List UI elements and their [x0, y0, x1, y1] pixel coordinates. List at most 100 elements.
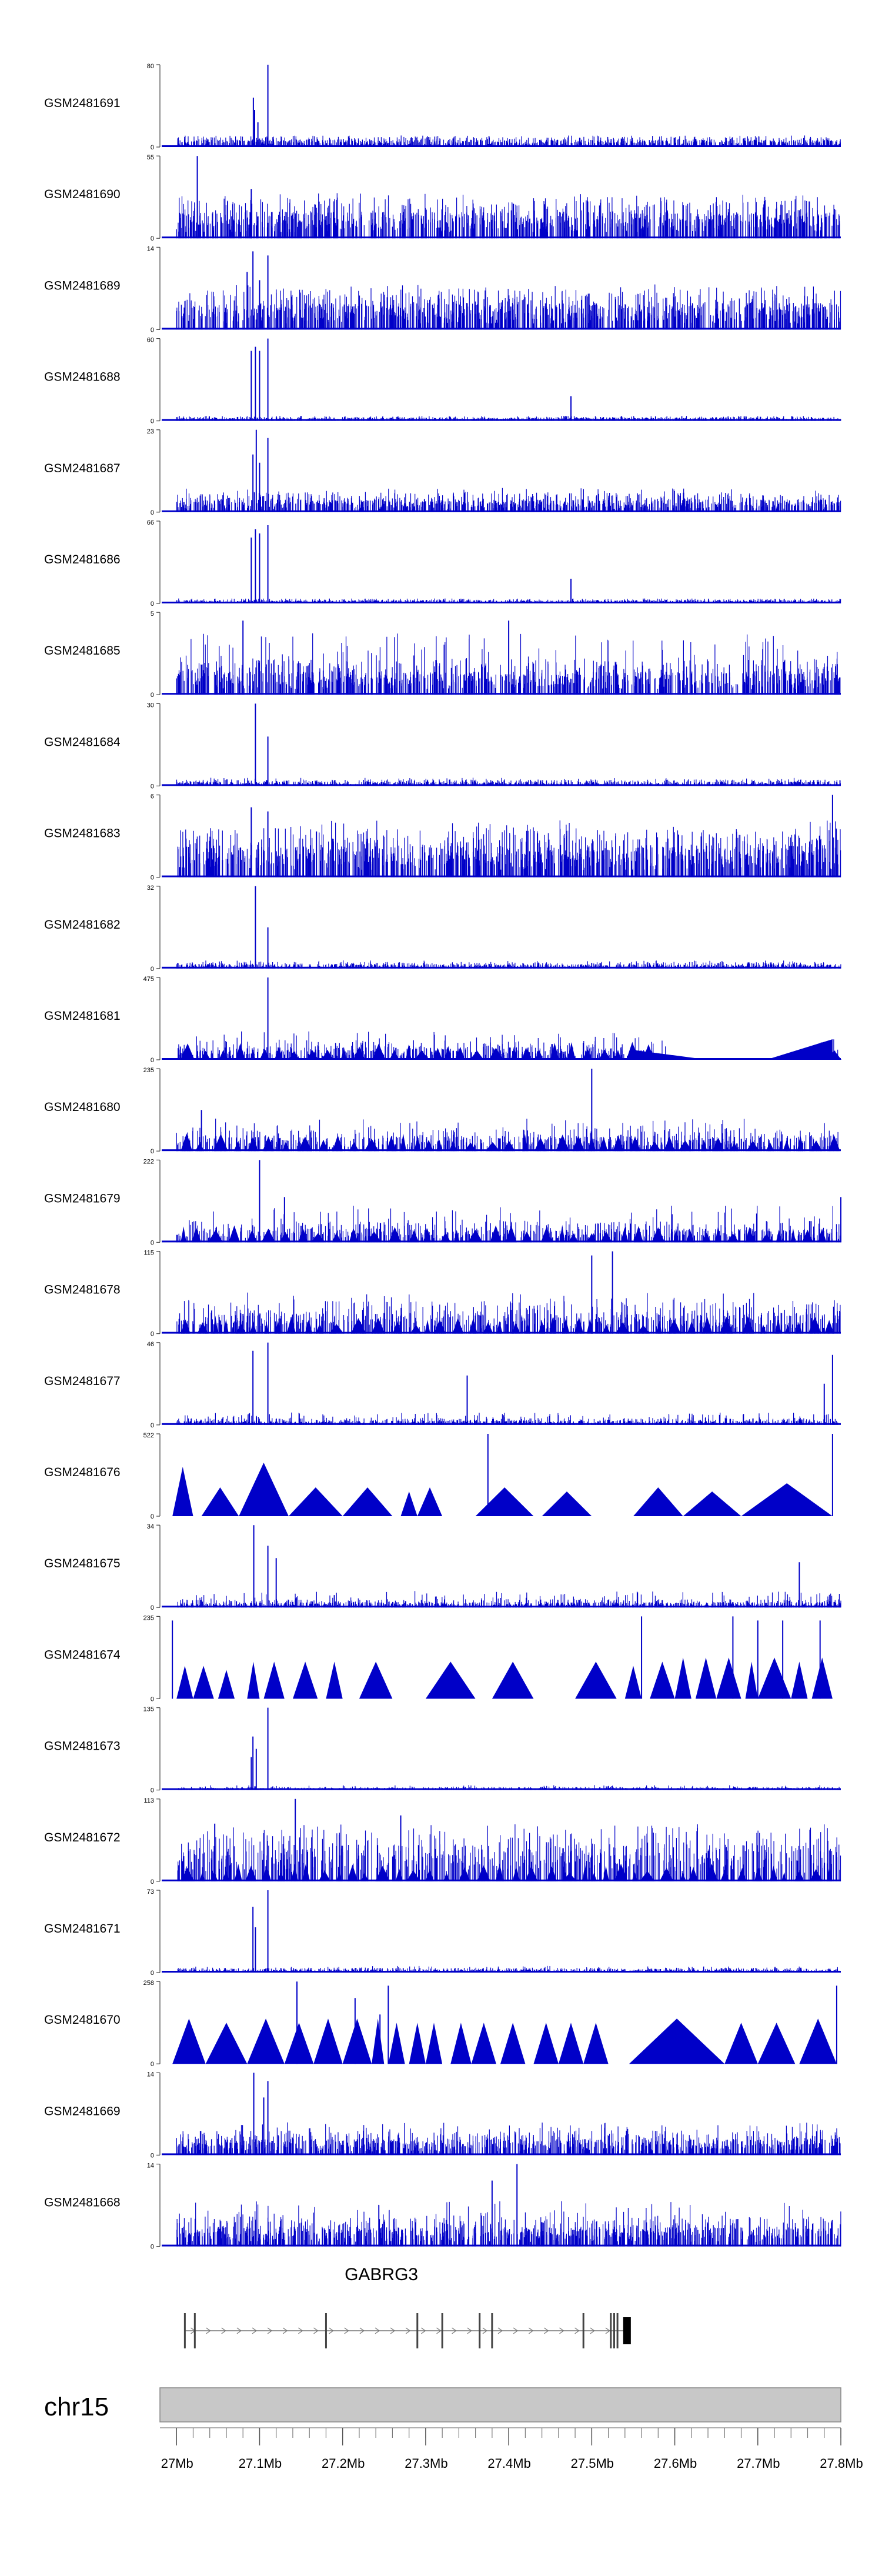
track-ymax-label: 46 [147, 1341, 154, 1348]
track-label: GSM2481674 [44, 1648, 121, 1661]
track-ymax-label: 135 [143, 1706, 154, 1713]
track-signal [177, 135, 841, 147]
track-ymin-label: 0 [151, 1057, 154, 1064]
track-signal [176, 633, 841, 695]
track-GSM2481681: GSM2481681 475 0 [44, 976, 841, 1064]
chromosome-label: chr15 [44, 2393, 109, 2421]
gene-exon [616, 2313, 619, 2348]
gene-exon [325, 2313, 327, 2348]
track-GSM2481689: GSM2481689 14 0 [44, 245, 841, 333]
track-ymin-label: 0 [151, 1422, 154, 1429]
track-ymax-label: 113 [143, 1797, 154, 1804]
track-ymin-label: 0 [151, 1239, 154, 1246]
track-ymin-label: 0 [151, 1331, 154, 1338]
track-ymin-label: 0 [151, 1696, 154, 1703]
track-baseline [162, 1971, 841, 1973]
track-GSM2481678: GSM2481678 115 0 [44, 1250, 841, 1338]
track-GSM2481674: GSM2481674 235 0 [44, 1614, 833, 1703]
track-ymax-label: 80 [147, 63, 154, 70]
track-ymin-label: 0 [151, 1787, 154, 1794]
gene-name: GABRG3 [345, 2265, 418, 2284]
x-tick-label: 27.2Mb [322, 2456, 365, 2471]
x-tick-label: 27.3Mb [405, 2456, 447, 2471]
track-ymax-label: 14 [147, 2071, 154, 2078]
track-ymax-label: 6 [151, 793, 154, 800]
chromosome-ideogram [159, 2387, 841, 2422]
track-label: GSM2481682 [44, 918, 121, 932]
track-GSM2481685: GSM2481685 5 0 [44, 610, 841, 699]
track-ymax-label: 14 [147, 2163, 154, 2170]
track-fill [181, 1133, 840, 1152]
track-GSM2481682: GSM2481682 32 0 [44, 885, 841, 973]
track-signal [176, 2201, 841, 2247]
track-ymax-label: 66 [147, 519, 154, 526]
track-signal [176, 2122, 841, 2155]
track-ymax-label: 475 [143, 976, 154, 983]
track-ymin-label: 0 [151, 692, 154, 699]
track-ymin-label: 0 [151, 600, 154, 608]
track-label: GSM2481672 [44, 1831, 121, 1844]
track-label: GSM2481677 [44, 1374, 121, 1388]
track-label: GSM2481680 [44, 1100, 121, 1114]
track-ymin-label: 0 [151, 1513, 154, 1520]
track-ymax-label: 258 [143, 1980, 154, 1987]
track-label: GSM2481688 [44, 371, 121, 384]
track-GSM2481679: GSM2481679 222 0 [44, 1158, 841, 1246]
coverage-tracks: GSM2481691800GSM2481690550GSM2481689140G… [44, 63, 841, 2251]
track-baseline [162, 2153, 841, 2155]
track-GSM2481677: GSM2481677 46 0 [44, 1341, 841, 1429]
track-ymax-label: 235 [143, 1614, 154, 1621]
track-signal [176, 1292, 841, 1334]
track-fill [172, 1463, 833, 1516]
track-GSM2481672: GSM2481672 113 0 [44, 1797, 841, 1886]
x-tick-label: 27.7Mb [737, 2456, 780, 2471]
track-label: GSM2481671 [44, 1922, 121, 1936]
track-ymin-label: 0 [151, 326, 154, 333]
track-ymin-label: 0 [151, 1148, 154, 1155]
track-signal [177, 820, 841, 877]
track-GSM2481691: GSM2481691 80 0 [44, 63, 841, 151]
track-ymin-label: 0 [151, 966, 154, 973]
gene-exon [441, 2313, 443, 2348]
gene-exon [491, 2313, 493, 2348]
x-tick-label: 27Mb [161, 2456, 193, 2471]
track-signal [176, 778, 841, 786]
x-tick-label: 27.4Mb [487, 2456, 530, 2471]
x-tick-label: 27.5Mb [571, 2456, 614, 2471]
gene-exon [416, 2313, 419, 2348]
track-ymax-label: 115 [143, 1250, 154, 1257]
track-baseline [162, 875, 841, 877]
track-fill [181, 1224, 827, 1243]
track-GSM2481676: GSM2481676 522 0 [44, 1432, 833, 1520]
track-label: GSM2481673 [44, 1740, 121, 1753]
track-signal [176, 193, 840, 239]
track-signal [176, 284, 841, 330]
track-label: GSM2481685 [44, 644, 121, 658]
track-label: GSM2481683 [44, 827, 121, 840]
track-signal [176, 598, 841, 603]
track-GSM2481680: GSM2481680 235 0 [44, 1067, 841, 1155]
x-tick-label: 27.1Mb [239, 2456, 282, 2471]
track-ymin-label: 0 [151, 1878, 154, 1886]
track-fill [181, 1039, 841, 1060]
gene-exon [582, 2313, 584, 2348]
track-label: GSM2481681 [44, 1009, 121, 1023]
track-ymin-label: 0 [151, 2152, 154, 2159]
track-GSM2481688: GSM2481688 60 0 [44, 337, 841, 425]
track-signal [176, 1412, 838, 1425]
gene-exon [610, 2313, 612, 2348]
track-fill [181, 1315, 834, 1334]
track-label: GSM2481670 [44, 2013, 121, 2027]
track-signal [176, 960, 841, 969]
track-GSM2481671: GSM2481671 73 0 [44, 1888, 841, 1977]
track-label: GSM2481690 [44, 188, 121, 201]
gene-exon [193, 2313, 196, 2348]
track-ymax-label: 522 [143, 1432, 154, 1439]
track-ymax-label: 32 [147, 885, 154, 892]
track-ymax-label: 23 [147, 428, 154, 435]
track-ymax-label: 14 [147, 245, 154, 252]
gene-exon-last [623, 2317, 631, 2344]
track-label: GSM2481679 [44, 1192, 121, 1205]
track-ymin-label: 0 [151, 235, 154, 242]
track-GSM2481669: GSM2481669 14 0 [44, 2071, 841, 2159]
